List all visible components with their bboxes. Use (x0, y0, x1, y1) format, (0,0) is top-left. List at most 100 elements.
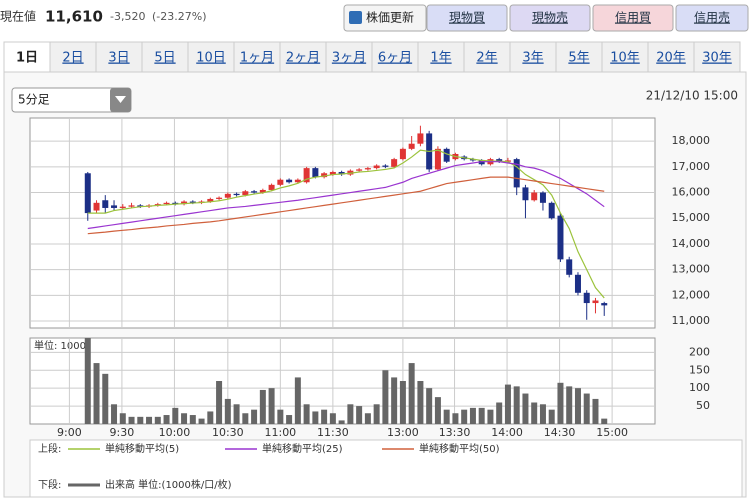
volume-bar (373, 404, 380, 424)
x-tick-label: 15:00 (596, 426, 628, 439)
candle-body (522, 187, 529, 201)
tab-label[interactable]: 2年 (476, 51, 497, 66)
tab-label[interactable]: 1年 (430, 51, 451, 66)
interval: 5分足 (18, 93, 50, 107)
tab[interactable] (141, 41, 189, 73)
tab-label[interactable]: 6ヶ月 (378, 51, 412, 66)
tab-label[interactable]: 3年 (522, 51, 543, 66)
candle-body (233, 193, 240, 196)
volume-bar (294, 377, 301, 424)
tab-label[interactable]: 5日 (154, 51, 175, 66)
volume-bar (172, 407, 179, 424)
tab[interactable] (647, 41, 695, 73)
x-tick-label: 11:30 (317, 426, 349, 439)
volume-bar (84, 338, 91, 424)
volume-bar (478, 407, 485, 424)
change: -3,520 (110, 10, 145, 23)
volume-bar (601, 418, 608, 424)
candle-body (224, 193, 231, 198)
button[interactable] (426, 4, 508, 32)
candle-body (119, 206, 126, 208)
volume-bar (189, 415, 196, 424)
x-tick-label: 11:00 (264, 426, 296, 439)
tab[interactable] (95, 41, 143, 73)
volume-bar (286, 415, 293, 424)
tab-label[interactable]: 3ヶ月 (332, 51, 366, 66)
y-tick-label: 12,000 (672, 288, 711, 301)
tab[interactable] (417, 41, 465, 73)
tab[interactable] (279, 41, 327, 73)
volume-bar (338, 420, 345, 424)
tab[interactable] (693, 41, 741, 73)
candle-body (434, 148, 441, 170)
button[interactable] (343, 4, 427, 32)
button[interactable] (509, 4, 591, 32)
price-plot (29, 117, 656, 329)
volume-bar (268, 388, 275, 424)
y-tick-label: 15,000 (672, 211, 711, 224)
tab[interactable] (509, 41, 557, 73)
volume-bar (417, 381, 424, 424)
moving-average (87, 149, 605, 299)
volume-bar (216, 381, 223, 424)
candle-body (137, 205, 144, 207)
y-tick-label: 14,000 (672, 237, 711, 250)
refresh-icon (349, 11, 362, 24)
candle-body (347, 170, 354, 175)
volume-bar (452, 413, 459, 424)
candle-body (356, 169, 363, 171)
volume-bar (128, 416, 135, 424)
tab[interactable] (187, 41, 235, 73)
volume-bar (496, 402, 503, 424)
candle-body (294, 179, 301, 183)
button-label: 現物売 (532, 10, 568, 25)
tab[interactable] (3, 41, 51, 73)
x-tick-label: 9:30 (110, 426, 135, 439)
button[interactable] (675, 4, 749, 32)
price-label: 現在値 (0, 9, 36, 24)
candle-body (251, 191, 258, 193)
unit-label: 単位: 1000 (34, 339, 86, 352)
tab-label[interactable]: 2ヶ月 (286, 51, 320, 66)
candle-body (84, 173, 91, 214)
change-pct: (-23.27%) (152, 10, 207, 23)
candle-body (163, 202, 170, 205)
volume-bar (207, 411, 214, 424)
candle-body (93, 202, 100, 211)
x-tick-label: 10:30 (212, 426, 244, 439)
volume-bar (181, 413, 188, 424)
candle-body (321, 173, 328, 178)
tab-label[interactable]: 1ヶ月 (240, 51, 274, 66)
tab-label[interactable]: 20年 (656, 51, 686, 66)
tab-label[interactable]: 3日 (108, 51, 129, 66)
tab[interactable] (371, 41, 419, 73)
candle-body (364, 168, 371, 170)
tab-label[interactable]: 5年 (568, 51, 589, 66)
tab[interactable] (601, 41, 649, 73)
volume-bar (408, 363, 415, 424)
volume-bar (356, 406, 363, 424)
volume-bar (259, 389, 266, 424)
volume-bar (583, 393, 590, 424)
candle-body (469, 159, 476, 161)
volume-bar (277, 409, 284, 424)
button-label: 信用買 (615, 11, 651, 25)
candle-body (478, 160, 485, 165)
candle-body (189, 201, 196, 203)
tab-label[interactable]: 10年 (610, 51, 640, 66)
volume-bar (443, 409, 450, 424)
candle-body (172, 202, 179, 205)
tab-label[interactable]: 30年 (702, 51, 732, 66)
volume-bar (93, 363, 100, 424)
tab-label[interactable]: 1日 (16, 51, 38, 66)
x-tick-label: 13:00 (387, 426, 419, 439)
tab[interactable] (463, 41, 511, 73)
tab[interactable] (325, 41, 373, 73)
candle-body (338, 171, 345, 175)
button[interactable] (592, 4, 674, 32)
volume-bar (119, 413, 126, 424)
volume-bar (426, 388, 433, 424)
tab-label[interactable]: 10日 (196, 51, 226, 66)
volume-bar (329, 413, 336, 424)
tab-label[interactable]: 2日 (62, 51, 83, 66)
